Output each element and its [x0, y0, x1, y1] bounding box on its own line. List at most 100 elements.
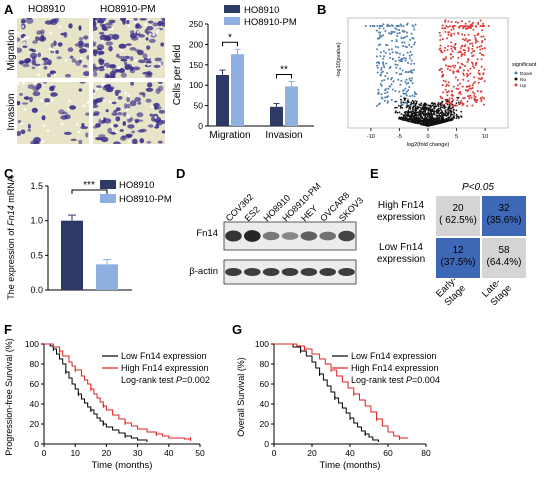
point-no [424, 117, 427, 119]
point-down [398, 73, 401, 76]
point-no [396, 111, 399, 114]
point-down [398, 90, 401, 93]
point-no [432, 103, 435, 105]
cell-blob [100, 136, 109, 143]
point-no [449, 109, 451, 112]
cell-blob [93, 63, 96, 68]
membrane-pore [77, 130, 81, 134]
point-up [457, 69, 460, 72]
cell-blob [35, 83, 42, 89]
cell-blob [44, 98, 51, 103]
legend-dot [514, 77, 518, 81]
point-no [411, 99, 414, 102]
point-up [451, 50, 454, 53]
cell-blob [29, 48, 34, 51]
point-no [408, 111, 411, 114]
cell-blob [124, 55, 131, 59]
point-up [462, 74, 465, 76]
membrane-pore [100, 117, 104, 121]
point-down [377, 88, 380, 91]
point-no [439, 112, 442, 114]
point-up [481, 47, 484, 50]
membrane-pore [152, 33, 156, 37]
point-up [446, 37, 448, 40]
membrane-pore [127, 139, 131, 143]
point-up [463, 97, 466, 99]
point-up [471, 61, 473, 64]
cell-blob [83, 35, 89, 40]
micrograph-col-header-1: HO8910 [28, 4, 66, 15]
point-down [394, 51, 397, 54]
point-up [445, 56, 447, 59]
point-down [394, 60, 397, 63]
point-no [403, 99, 406, 101]
cell-percent: (37.5%) [440, 257, 476, 268]
point-down [402, 89, 404, 92]
panel-letter-d: D [176, 166, 186, 181]
y-tick-label: 80 [30, 359, 40, 369]
survival-curve-low [44, 343, 148, 442]
band-fn14 [338, 230, 355, 242]
cell-blob [93, 41, 97, 45]
point-down [386, 100, 389, 103]
point-no [423, 107, 425, 110]
point-up [460, 62, 463, 65]
cell-blob [43, 66, 48, 70]
point-up [464, 65, 466, 67]
point-up [451, 97, 454, 100]
cell-blob [129, 100, 137, 107]
membrane-pore [41, 61, 45, 64]
point-down [382, 23, 385, 26]
point-up [456, 61, 459, 64]
point-down [413, 62, 416, 65]
point-up [446, 83, 448, 86]
point-up [442, 91, 445, 94]
membrane-pore [155, 30, 159, 34]
point-up [442, 79, 445, 82]
cell-blob [133, 18, 138, 22]
point-no [446, 113, 449, 115]
point-down [408, 77, 411, 80]
cell-blob [78, 25, 82, 31]
point-up [459, 91, 461, 93]
point-down [405, 94, 408, 97]
point-down [389, 52, 391, 55]
cell-blob [145, 87, 154, 92]
point-no [419, 104, 422, 107]
point-up [446, 102, 449, 104]
point-up [446, 48, 449, 51]
membrane-pore [58, 25, 62, 28]
y-axis-label: Cells per field [172, 45, 183, 106]
cell-blob [155, 88, 161, 94]
point-no [407, 118, 410, 121]
legend-label: HO8910 [244, 5, 279, 16]
cell-blob [154, 57, 162, 62]
cell-blob [93, 71, 98, 77]
bar-ho8910 [216, 75, 229, 126]
point-up [443, 49, 446, 52]
point-down [411, 82, 414, 85]
point-no [442, 112, 445, 115]
point-no [408, 120, 410, 123]
point-down [375, 29, 378, 32]
point-up [443, 59, 446, 62]
point-no [460, 116, 463, 118]
point-down [382, 50, 385, 53]
row-label-fn14: Fn14 [196, 228, 218, 239]
point-down [390, 48, 393, 51]
x-axis-label: Time (months) [320, 460, 381, 471]
point-down [413, 28, 416, 31]
membrane-pore [126, 113, 129, 117]
cell-blob [42, 57, 49, 61]
panel-letter-f: F [4, 322, 12, 337]
legend-label: Down [520, 71, 533, 77]
point-up [447, 90, 450, 93]
point-no [398, 116, 401, 119]
cell-blob [147, 82, 153, 88]
point-up [450, 33, 453, 36]
point-no [412, 108, 414, 111]
point-up [477, 69, 480, 72]
point-down [383, 55, 385, 58]
point-up [470, 26, 473, 29]
cell-blob [130, 30, 135, 34]
